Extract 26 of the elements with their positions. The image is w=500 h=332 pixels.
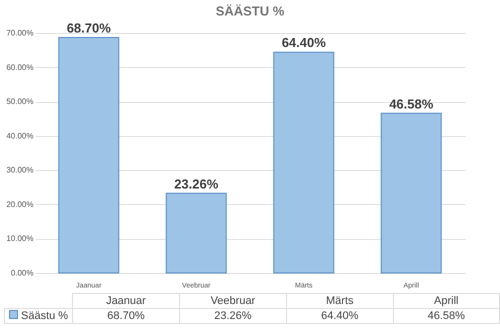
data-label: 68.70% [72, 308, 180, 324]
text: 64.40% [282, 35, 326, 50]
category-label: Märts [326, 295, 354, 307]
y-tick-label: 60.00% [6, 62, 34, 72]
text: 68.70% [66, 20, 111, 36]
text: 46.58% [389, 96, 434, 112]
y-tick-label: 50.00% [6, 97, 34, 106]
y-tick-label: 0.00% [10, 268, 34, 278]
bar [166, 192, 227, 274]
chart-title: SÄÄSTU % [216, 3, 285, 18]
bar [273, 52, 334, 274]
data-label: 46.58% [393, 308, 500, 324]
category-label: Aprill [434, 295, 458, 307]
bar [380, 112, 442, 274]
category-label: Jaanuar [106, 295, 146, 307]
y-tick-label: 40.00% [6, 131, 34, 140]
y-tick-label: 20.00% [6, 200, 34, 209]
y-tick-label: 70.00% [6, 28, 34, 38]
text: 23.26% [174, 176, 218, 192]
data-label: 64.40% [286, 308, 393, 324]
bar [58, 36, 120, 274]
y-tick-label: 30.00% [6, 166, 34, 175]
data-label: 23.26% [179, 308, 287, 324]
legend-label: Säästu % [4, 308, 73, 324]
category-label: Veebruar [210, 295, 256, 307]
y-tick-label: 10.00% [6, 234, 34, 244]
